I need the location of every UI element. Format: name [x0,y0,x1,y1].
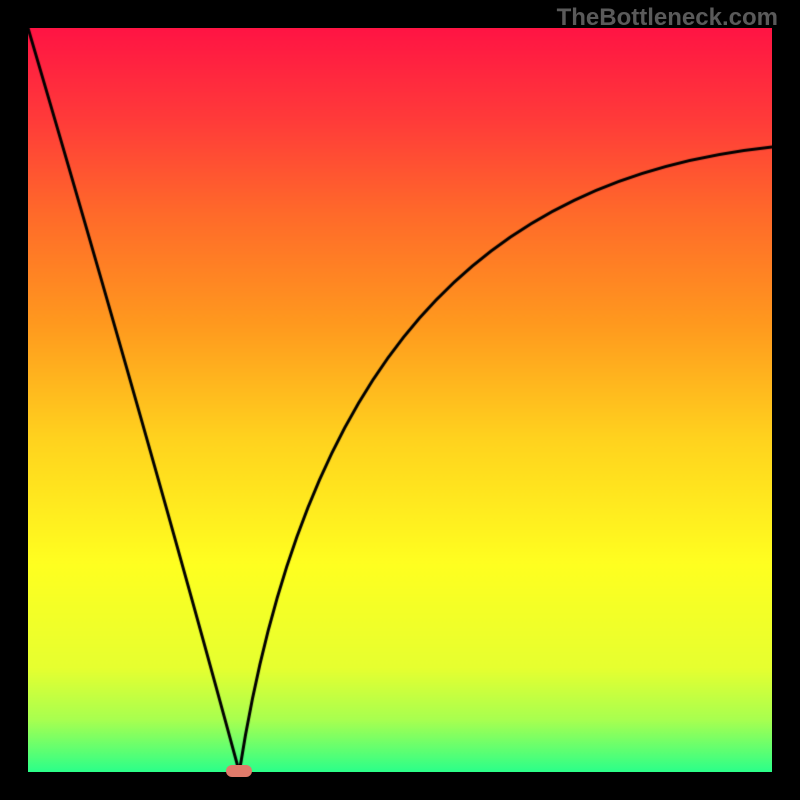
plot-area [28,28,772,772]
chart-root: TheBottleneck.com [0,0,800,800]
bottleneck-curve [28,28,772,772]
source-watermark: TheBottleneck.com [557,4,778,32]
curve-minimum-marker [226,765,252,777]
